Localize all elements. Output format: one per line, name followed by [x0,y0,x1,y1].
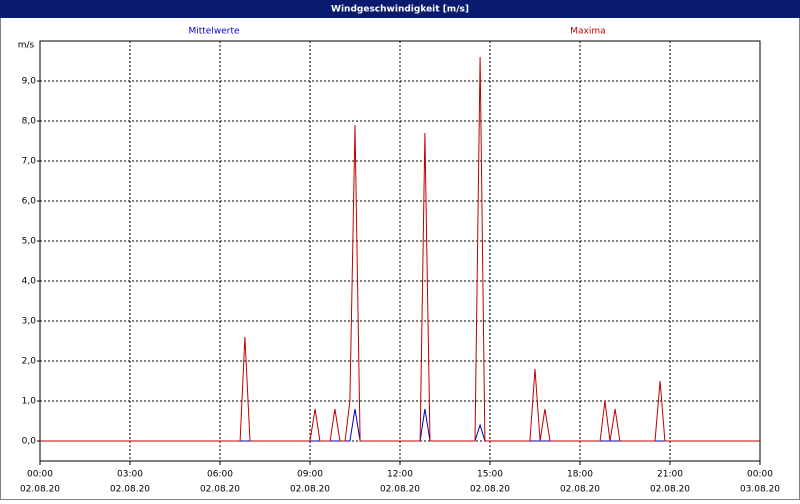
x-tick-label: 12:00 [387,470,413,480]
data-line [40,56,760,442]
y-tick-label: 8,0 [22,117,37,127]
x-tick-label: 06:00 [207,470,233,480]
x-tick-date: 03.08.20 [740,485,780,495]
y-tick-label: 2,0 [22,357,37,367]
y-tick-label: 5,0 [22,237,37,247]
x-tick-date: 02.08.20 [110,485,150,495]
x-tick-label: 18:00 [567,470,593,480]
x-tick-label: 21:00 [657,470,683,480]
x-tick-label: 15:00 [477,470,503,480]
x-tick-label: 00:00 [27,470,53,480]
legend-entry: Mittelwerte [188,27,239,37]
y-tick-label: 7,0 [22,157,37,167]
y-tick-label: 0,0 [22,437,37,447]
x-tick-date: 02.08.20 [290,485,330,495]
y-tick-label: 3,0 [22,317,37,327]
x-tick-date: 02.08.20 [380,485,420,495]
chart-title: Windgeschwindigkeit [m/s] [331,5,469,15]
x-tick-date: 02.08.20 [650,485,690,495]
y-tick-label: 1,0 [22,397,37,407]
legend-entry: Maxima [570,27,605,37]
y-axis-label: m/s [18,41,35,51]
x-tick-date: 02.08.20 [20,485,60,495]
x-tick-date: 02.08.20 [200,485,240,495]
y-tick-label: 6,0 [22,197,37,207]
y-tick-label: 9,0 [22,77,37,87]
x-tick-date: 02.08.20 [470,485,510,495]
x-tick-label: 09:00 [297,470,323,480]
x-tick-date: 02.08.20 [560,485,600,495]
title-bar [0,0,800,18]
x-tick-label: 00:00 [747,470,773,480]
x-tick-label: 03:00 [117,470,143,480]
y-tick-label: 4,0 [22,277,37,287]
